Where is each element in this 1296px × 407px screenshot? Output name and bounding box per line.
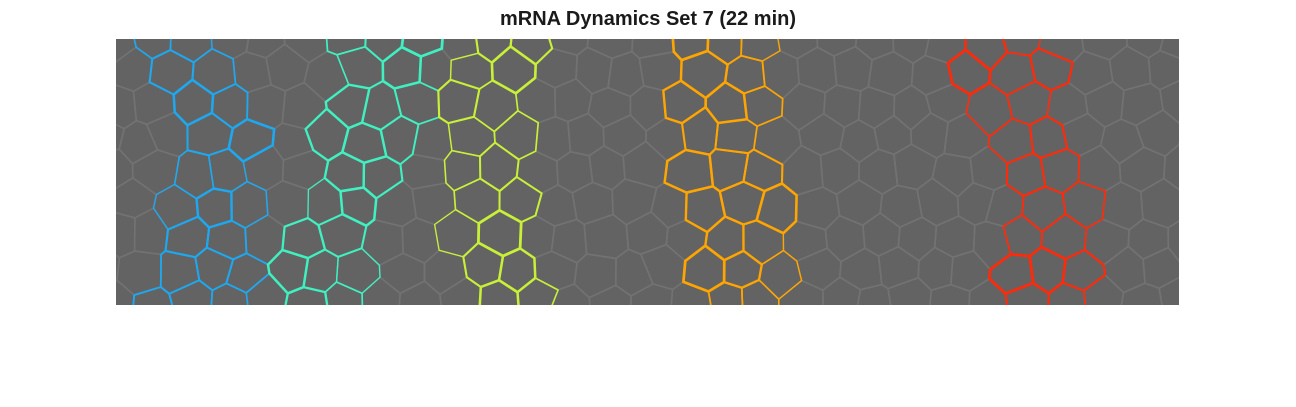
- highlighted-cell: [1047, 281, 1087, 305]
- highlighted-cell: [741, 279, 780, 305]
- cell-tissue-image: [116, 39, 1179, 305]
- figure-title: mRNA Dynamics Set 7 (22 min): [499, 8, 796, 30]
- faint-cell: [1158, 276, 1179, 305]
- highlighted-cell-stripes: [132, 39, 1107, 305]
- blue-stripe: [132, 39, 276, 305]
- tissue-svg: [116, 39, 1179, 305]
- orange-stripe: [662, 39, 803, 305]
- red-stripe: [946, 39, 1107, 305]
- highlighted-cell: [210, 282, 249, 305]
- highlighted-cell: [132, 286, 174, 305]
- image-background: [116, 39, 1179, 305]
- yellow-green-stripe: [433, 39, 559, 305]
- highlighted-cell: [324, 281, 364, 305]
- highlighted-cell: [516, 277, 559, 305]
